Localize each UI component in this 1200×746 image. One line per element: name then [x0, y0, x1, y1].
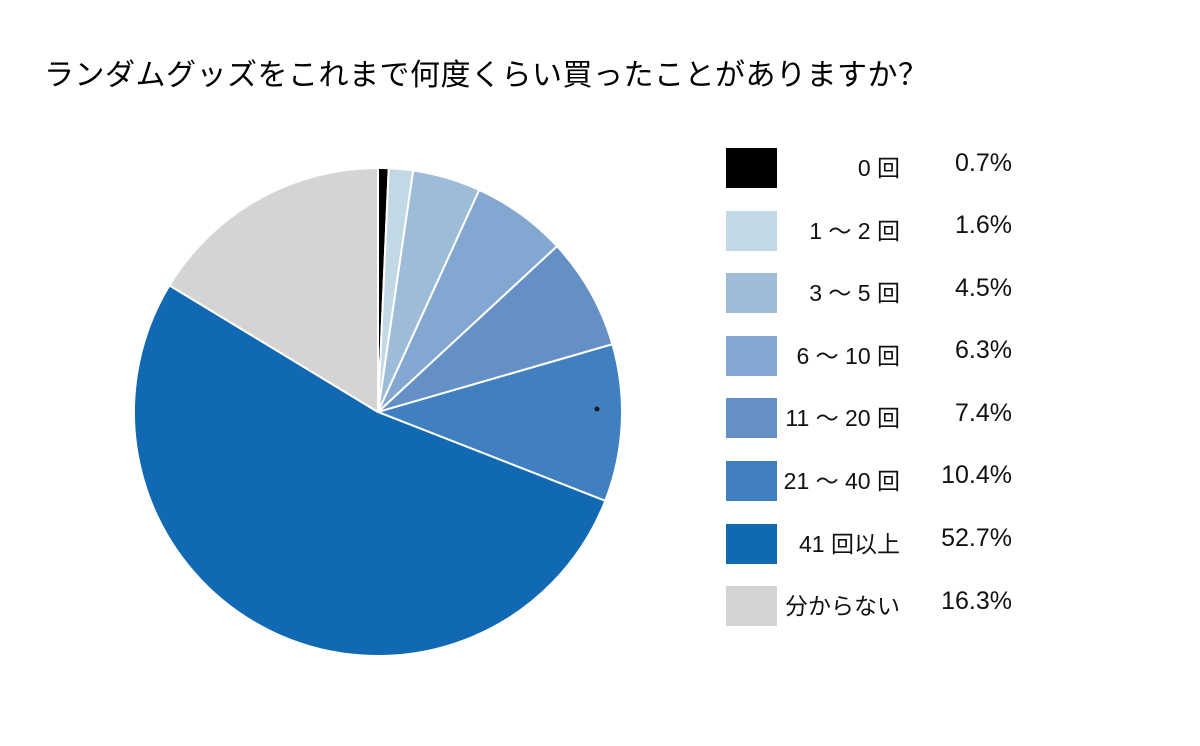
legend-item: 1 〜 2 回 1.6%	[726, 210, 1012, 251]
legend-item: 41 回以上 52.7%	[726, 523, 1012, 564]
legend-label: 分からない	[785, 593, 900, 620]
legend-swatch	[726, 210, 777, 251]
legend-label: 41 回以上	[799, 530, 900, 557]
legend-item: 6 〜 10 回 6.3%	[726, 335, 1012, 376]
legend: 0 回 0.7% 1 〜 2 回 1.6% 3 〜 5 回 4.5% 6 〜 1…	[726, 148, 1012, 627]
legend-swatch	[726, 523, 777, 564]
legend-label: 0 回	[857, 155, 900, 181]
legend-item: 3 〜 5 回 4.5%	[726, 273, 1012, 314]
legend-value: 4.5%	[955, 273, 1012, 302]
pie-slice-6	[377, 343, 623, 502]
legend-value: 16.3%	[941, 586, 1012, 615]
legend-swatch	[726, 398, 777, 439]
legend-item: 11 〜 20 回 7.4%	[726, 398, 1012, 439]
legend-label: 21 〜 40 回	[783, 467, 900, 494]
pie-slice-8	[168, 167, 379, 413]
pie-slice-7	[133, 284, 607, 658]
legend-label: 11 〜 20 回	[785, 405, 900, 432]
legend-label: 3 〜 5 回	[809, 280, 900, 307]
legend-value: 10.4%	[941, 461, 1012, 490]
legend-swatch	[726, 148, 777, 188]
legend-item: 分からない 16.3%	[726, 586, 1012, 627]
stray-dot-marker	[594, 406, 600, 412]
legend-swatch	[726, 460, 777, 501]
legend-value: 7.4%	[955, 398, 1012, 427]
chart-title: ランダムグッズをこれまで何度くらい買ったことがありますか？	[44, 59, 929, 92]
legend-label: 1 〜 2 回	[809, 217, 900, 244]
legend-swatch	[726, 586, 777, 627]
legend-item: 21 〜 40 回 10.4%	[726, 460, 1012, 501]
legend-label: 6 〜 10 回	[796, 342, 900, 369]
legend-swatch	[726, 335, 777, 376]
legend-value: 0.7%	[955, 148, 1012, 177]
pie-chart	[133, 167, 623, 658]
legend-value: 1.6%	[955, 211, 1012, 240]
legend-item: 0 回 0.7%	[726, 148, 1012, 188]
legend-value: 6.3%	[955, 336, 1012, 365]
pie-slice-5	[377, 245, 614, 413]
legend-swatch	[726, 273, 777, 314]
legend-value: 52.7%	[941, 524, 1012, 553]
